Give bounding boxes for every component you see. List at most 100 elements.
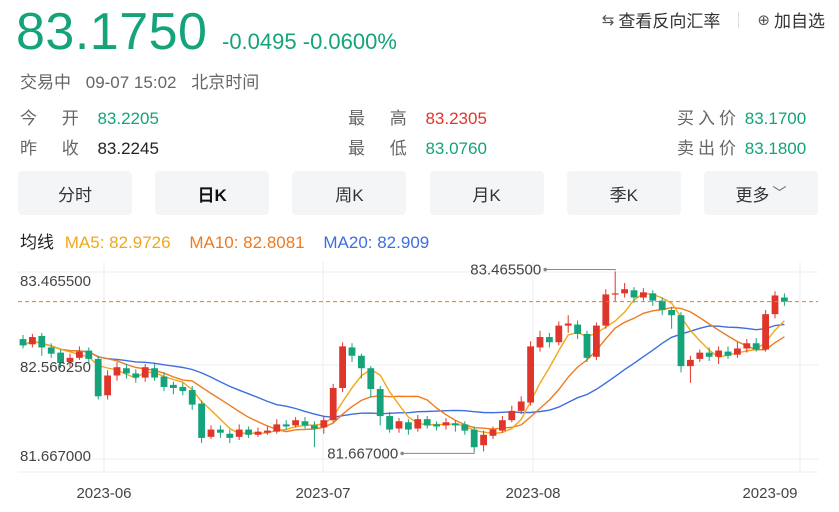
x-axis-label-jul: 2023-07 (295, 485, 350, 502)
candle-body (207, 429, 215, 437)
ma20-line (22, 323, 785, 419)
candle-body (311, 425, 318, 429)
candle-body (452, 423, 459, 426)
add-watchlist-button[interactable]: ⊕ 加自选 (757, 7, 825, 32)
reverse-rate-label: 查看反向汇率 (618, 12, 721, 31)
candle-body (433, 424, 440, 427)
max-annotation-line (545, 269, 616, 271)
candle-body (282, 424, 290, 427)
max-annotation-dot (543, 267, 547, 272)
price-change: -0.0495 -0.0600% (222, 29, 397, 55)
header-actions: ⇆ 查看反向汇率 ⊕ 加自选 (602, 7, 825, 32)
candle-body (564, 323, 572, 326)
low-label: 最 低 (348, 139, 417, 158)
candle-body (517, 401, 525, 411)
candle-body (170, 384, 177, 388)
tab-quarterly-k[interactable]: 季K (566, 171, 681, 215)
candle-body (602, 294, 610, 326)
add-watchlist-label: 加自选 (774, 12, 825, 31)
candle-body (423, 419, 431, 426)
candle-body (47, 347, 55, 354)
candle-body (461, 424, 469, 431)
candle-body (668, 310, 675, 316)
candle-body (687, 359, 694, 367)
candle-body (104, 375, 111, 396)
candle-body (405, 422, 412, 430)
candle-body (113, 367, 121, 376)
candle-body (19, 339, 27, 346)
quote-high: 最 高 83.2305 (348, 104, 487, 129)
candle-body (752, 343, 760, 350)
ma5-line (22, 292, 785, 435)
chevron-down-icon: ﹀ (772, 185, 787, 201)
change-value: -0.0495 (222, 29, 297, 54)
candle-body (781, 297, 788, 302)
ma-legend-label: 均线 (20, 233, 54, 252)
plus-circle-icon: ⊕ (757, 11, 770, 29)
candle-body (123, 368, 130, 374)
tab-more[interactable]: 更多 ﹀ (703, 171, 818, 215)
candle-body (734, 348, 741, 355)
candle-body (376, 389, 384, 417)
ask-label: 卖出价 (677, 139, 740, 158)
swap-icon: ⇆ (601, 11, 615, 29)
candle-body (348, 347, 356, 356)
x-axis-label-jun: 2023-06 (76, 485, 131, 502)
candle-body (442, 422, 450, 426)
candle-body (339, 346, 346, 388)
bid-value: 83.1700 (744, 109, 807, 128)
candle-body (141, 367, 149, 378)
candle-body (527, 346, 534, 403)
candle-body (593, 325, 600, 357)
y-axis-label-top: 83.465500 (20, 273, 91, 290)
tab-timeshare[interactable]: 分时 (18, 171, 132, 215)
candle-body (57, 352, 64, 364)
y-axis-label-bottom: 81.667000 (20, 448, 91, 465)
tab-weekly-k[interactable]: 周K (292, 171, 407, 215)
candlestick-chart[interactable]: 83.465500 81.667000 83.465500 82.566250 8… (0, 258, 839, 512)
candle-body (217, 429, 224, 433)
candle-body (301, 421, 309, 426)
period-tabs: 分时 日K 周K 月K 季K 更多 ﹀ (18, 171, 818, 215)
candle-body (583, 333, 591, 358)
candle-body (320, 420, 328, 428)
ma20-value: MA20: 82.909 (323, 233, 430, 252)
max-annotation-label: 83.465500 (470, 262, 541, 279)
candle-body (273, 424, 281, 432)
candle-body (508, 410, 516, 421)
candle-body (414, 419, 422, 429)
candle-body (696, 352, 704, 359)
candle-body (76, 351, 83, 358)
candle-body (536, 337, 544, 348)
candle-body (724, 351, 732, 356)
candle-body (630, 290, 638, 298)
high-value: 83.2305 (425, 109, 487, 128)
candle-body (649, 293, 657, 301)
ma-legend: 均线 MA5: 82.9726 MA10: 82.8081 MA20: 82.9… (20, 228, 443, 253)
candle-body (658, 300, 666, 311)
ask-value: 83.1800 (744, 139, 807, 158)
reverse-rate-button[interactable]: ⇆ 查看反向汇率 (602, 7, 721, 32)
min-annotation-label: 81.667000 (327, 445, 398, 462)
candle-body (367, 368, 375, 390)
quote-prev-close: 昨 收 83.2245 (20, 134, 159, 159)
action-divider (738, 11, 740, 28)
prev-close-label: 昨 收 (20, 139, 89, 158)
ma10-line (22, 306, 785, 433)
trading-status: 交易中 09-07 15:02 北京时间 (20, 68, 269, 93)
candle-body (640, 292, 647, 298)
status-timezone: 北京时间 (191, 73, 260, 92)
min-annotation-dot (400, 451, 405, 456)
quote-low: 最 低 83.0760 (348, 134, 487, 159)
change-percent: -0.0600% (302, 29, 397, 54)
candle-body (611, 293, 619, 295)
candle-body (395, 421, 403, 429)
candle-body (254, 431, 262, 435)
tab-daily-k[interactable]: 日K (155, 171, 270, 215)
status-datetime: 09-07 15:02 (85, 73, 177, 92)
tab-monthly-k[interactable]: 月K (429, 171, 544, 215)
candle-body (546, 337, 553, 343)
high-label: 最 高 (348, 109, 417, 128)
low-value: 83.0760 (425, 139, 487, 158)
quote-ask: 卖出价 83.1800 (677, 134, 806, 159)
